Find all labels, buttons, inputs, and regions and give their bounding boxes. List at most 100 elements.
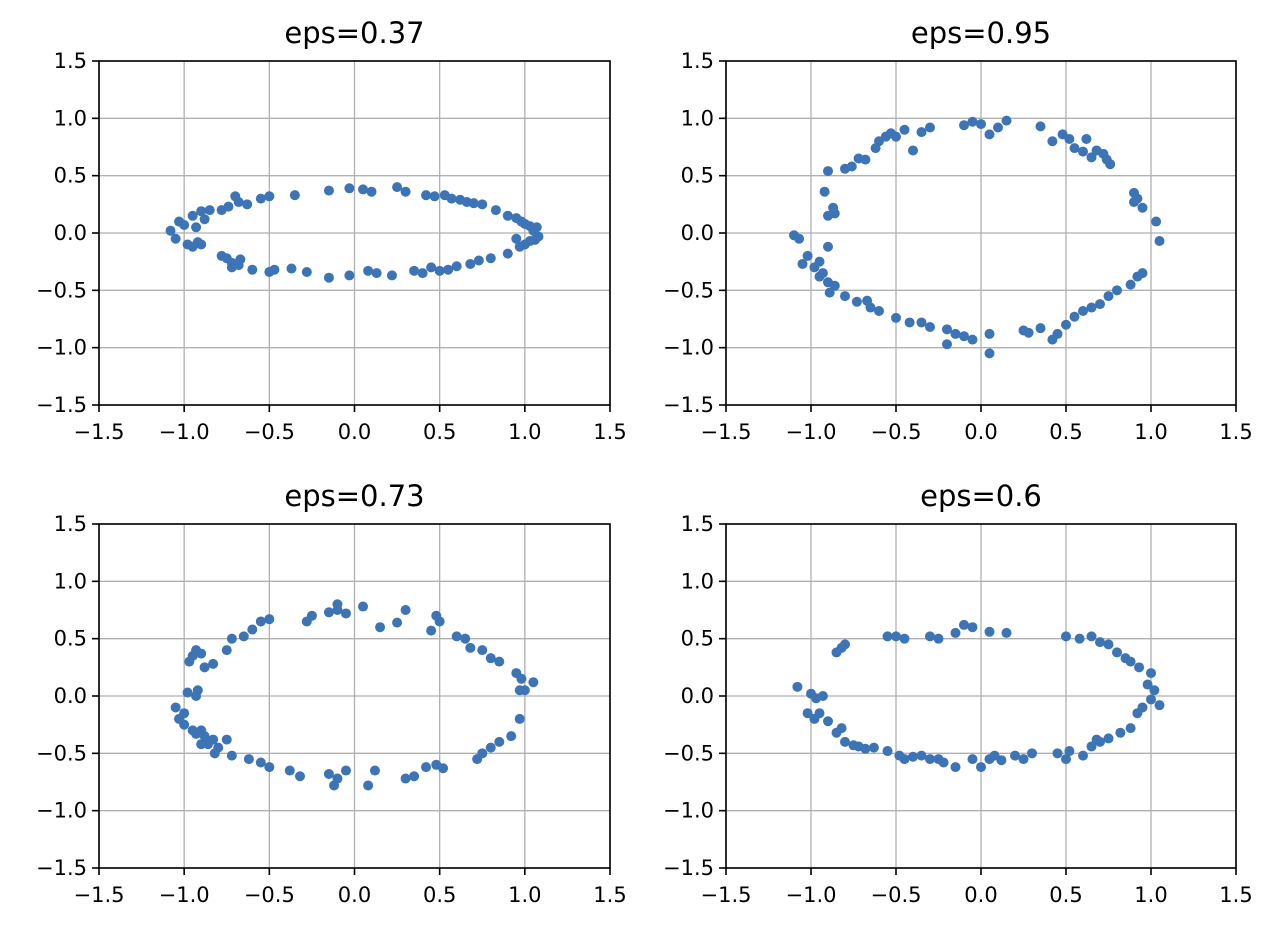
- data-point: [446, 193, 457, 204]
- data-point: [344, 183, 355, 194]
- data-point: [1061, 631, 1071, 642]
- x-tick-label: −1.5: [701, 420, 752, 444]
- y-tick-label: −1.5: [663, 856, 714, 880]
- y-tick-label: 1.5: [681, 512, 714, 536]
- data-point: [1095, 299, 1105, 310]
- data-point: [165, 225, 176, 236]
- data-point: [1081, 133, 1092, 144]
- data-point: [1001, 115, 1012, 126]
- data-point: [942, 324, 952, 335]
- data-point: [363, 265, 374, 276]
- data-point: [851, 296, 862, 307]
- x-tick-label: 1.5: [593, 883, 626, 907]
- data-point: [182, 687, 193, 698]
- data-point: [1149, 685, 1160, 696]
- data-point: [247, 264, 258, 275]
- data-point: [494, 736, 505, 747]
- data-point: [358, 184, 369, 195]
- data-point: [891, 631, 901, 642]
- data-point: [221, 645, 232, 656]
- data-point: [421, 762, 432, 773]
- data-point: [1095, 637, 1105, 648]
- data-point: [1035, 121, 1046, 132]
- data-point: [976, 119, 986, 130]
- data-point: [984, 626, 995, 637]
- data-point: [1078, 305, 1088, 316]
- data-point: [984, 348, 995, 359]
- data-point: [209, 748, 220, 759]
- data-point: [959, 120, 969, 131]
- data-point: [179, 708, 190, 719]
- data-point: [1151, 216, 1162, 227]
- data-point: [233, 197, 244, 208]
- x-tick-label: 1.0: [508, 420, 541, 444]
- data-point: [829, 280, 840, 291]
- data-point: [950, 762, 961, 773]
- x-tick-label: −1.0: [786, 883, 837, 907]
- data-point: [814, 271, 825, 282]
- data-point: [1129, 197, 1139, 208]
- data-point: [925, 631, 935, 642]
- data-point: [417, 268, 428, 279]
- data-point: [344, 270, 355, 281]
- data-point: [899, 124, 910, 135]
- x-tick-label: −0.5: [244, 883, 295, 907]
- x-tick-label: −0.5: [244, 420, 295, 444]
- data-point: [465, 642, 476, 653]
- data-point: [1146, 694, 1156, 705]
- data-point: [426, 625, 437, 636]
- data-point: [519, 685, 530, 696]
- data-point: [868, 742, 879, 753]
- data-point: [514, 241, 525, 252]
- data-point: [196, 648, 207, 659]
- data-point: [204, 205, 215, 216]
- data-point: [1103, 733, 1114, 744]
- data-point: [1125, 279, 1136, 290]
- data-point: [187, 725, 198, 736]
- data-point: [959, 619, 969, 630]
- data-point: [434, 265, 445, 276]
- x-tick-label: −1.5: [74, 420, 125, 444]
- data-point: [485, 253, 496, 264]
- data-point: [904, 317, 915, 328]
- data-point: [460, 633, 471, 644]
- data-point: [802, 708, 813, 719]
- data-point: [465, 258, 476, 269]
- data-point: [369, 765, 380, 776]
- x-tick-label: 1.5: [1219, 420, 1252, 444]
- data-point: [1086, 741, 1097, 752]
- x-tick-label: 1.0: [508, 883, 541, 907]
- data-point: [170, 702, 181, 713]
- data-point: [1052, 748, 1063, 759]
- x-tick-label: −1.5: [701, 883, 752, 907]
- data-point: [802, 250, 813, 261]
- data-point: [899, 633, 910, 644]
- x-tick-label: −1.0: [159, 420, 210, 444]
- data-point: [426, 262, 437, 273]
- data-point: [831, 647, 842, 658]
- data-point: [400, 186, 411, 197]
- y-tick-label: 0.0: [681, 684, 714, 708]
- data-point: [908, 751, 918, 762]
- data-point: [860, 154, 871, 165]
- data-point: [221, 734, 232, 745]
- data-point: [933, 633, 944, 644]
- data-point: [477, 199, 488, 210]
- data-point: [1142, 679, 1153, 690]
- subplot-title: eps=0.73: [284, 479, 424, 513]
- data-point: [1137, 702, 1148, 713]
- data-point: [1134, 662, 1145, 673]
- subplot-1: −1.5 −1.0 −0.5 0.0 0.5 1.0 1.5 1.5 1.0 0.5 0.0 −0.5…: [36, 16, 627, 444]
- data-point: [451, 261, 462, 272]
- data-point: [340, 608, 351, 619]
- x-tick-label: 1.0: [1134, 883, 1167, 907]
- data-point: [323, 185, 334, 196]
- data-point: [976, 762, 986, 773]
- data-point: [959, 331, 969, 342]
- data-point: [967, 754, 978, 765]
- data-point: [942, 339, 952, 350]
- y-tick-label: 0.5: [681, 627, 714, 651]
- data-point: [823, 716, 833, 727]
- data-point: [797, 258, 808, 269]
- data-point: [247, 624, 258, 635]
